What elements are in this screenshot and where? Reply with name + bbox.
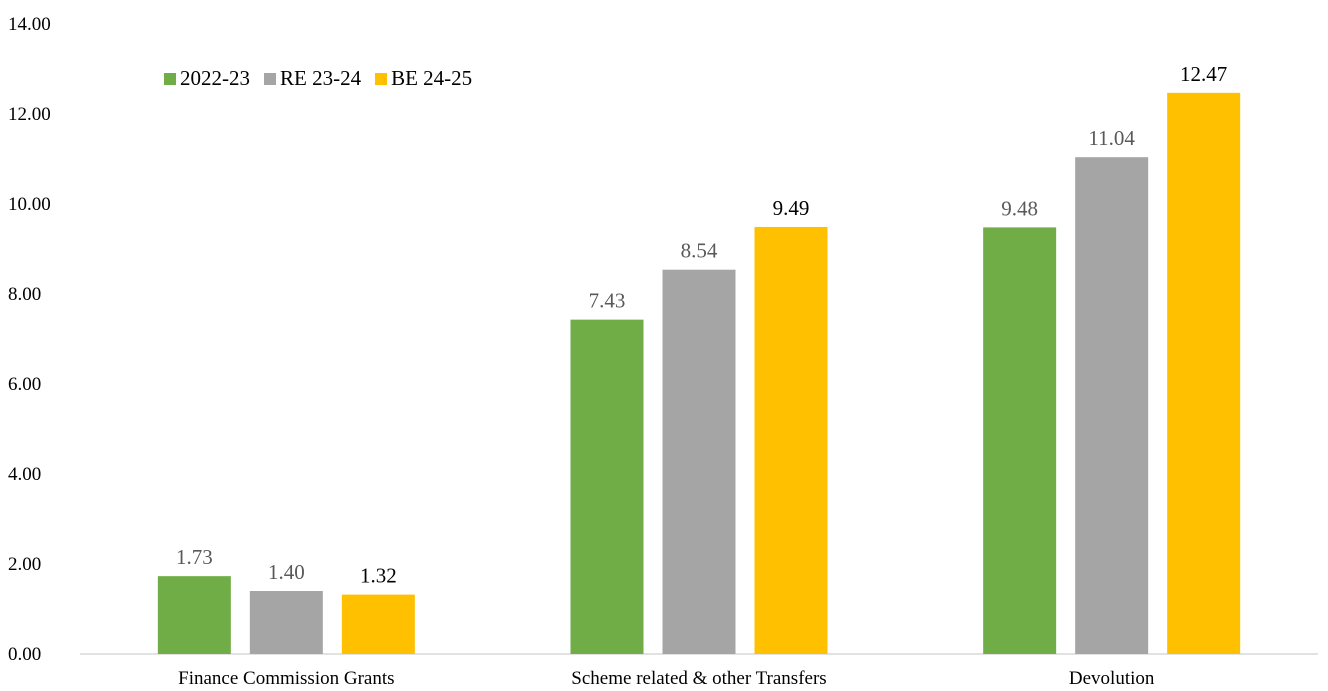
legend-item-be-24-25: BE 24-25 [375, 66, 472, 91]
legend-label-2022-23: 2022-23 [180, 66, 250, 90]
legend-label-re-23-24: RE 23-24 [280, 66, 362, 90]
data-label: 7.43 [589, 289, 626, 313]
category-label: Devolution [1069, 668, 1155, 689]
legend-swatch-2022-23 [164, 72, 176, 85]
data-label: 8.54 [681, 239, 718, 263]
y-axis-ticks: 0.00 2.00 4.00 6.00 8.00 10.00 12.00 14.00 [8, 14, 51, 665]
legend-swatch-be-24-25 [375, 72, 388, 85]
y-tick-label: 4.00 [8, 464, 41, 485]
bar-re-23-24-0 [249, 591, 323, 654]
bar-be-24-25-1 [754, 226, 828, 654]
legend-swatch-re-23-24 [264, 72, 276, 85]
y-tick-label: 8.00 [8, 284, 41, 305]
y-tick-label: 14.00 [8, 14, 51, 35]
legend: 2022-23 RE 23-24 BE 24-25 [164, 66, 486, 91]
data-label: 9.48 [1001, 196, 1038, 220]
y-tick-label: 0.00 [8, 644, 41, 665]
bar-re-23-24-1 [662, 269, 736, 654]
data-label: 1.40 [268, 560, 305, 584]
y-tick-label: 6.00 [8, 374, 41, 395]
category-label: Finance Commission Grants [178, 668, 394, 689]
legend-label-be-24-25: BE 24-25 [391, 66, 473, 90]
y-tick-label: 10.00 [8, 194, 51, 215]
bars-group [157, 92, 1241, 655]
y-tick-label: 2.00 [8, 554, 41, 575]
x-axis-category-labels: Finance Commission Grants Scheme related … [178, 668, 1155, 689]
legend-item-2022-23: 2022-23 [164, 66, 250, 91]
bar-be-24-25-2 [1167, 92, 1241, 655]
data-label: 9.49 [773, 196, 810, 220]
data-labels-group: 1.73 1.40 1.32 7.43 8.54 9.49 9.48 11.04 12.47 [176, 62, 1227, 588]
bar-2022-23-2 [983, 227, 1057, 654]
bar-be-24-25-0 [341, 594, 415, 654]
category-label: Scheme related & other Transfers [571, 668, 826, 689]
data-label: 1.73 [176, 545, 213, 569]
legend-item-re-23-24: RE 23-24 [264, 66, 361, 91]
y-tick-label: 12.00 [8, 104, 51, 125]
bar-re-23-24-2 [1075, 157, 1149, 654]
data-label: 1.32 [360, 564, 397, 588]
data-label: 12.47 [1180, 62, 1227, 86]
data-label: 11.04 [1088, 126, 1135, 150]
bar-2022-23-0 [157, 576, 231, 654]
bar-2022-23-1 [570, 319, 644, 654]
